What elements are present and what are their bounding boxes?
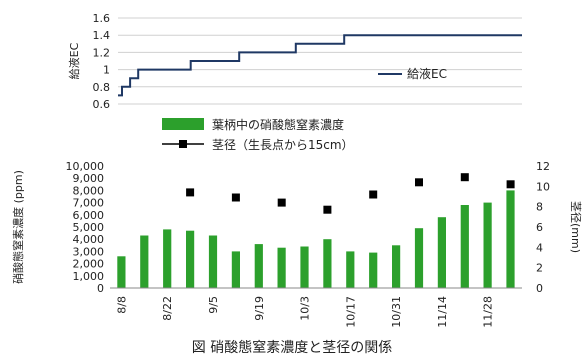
left-y-tick-label: 8,000: [73, 184, 105, 197]
left-y-tick-label: 1,000: [73, 270, 105, 283]
left-y-tick-label: 4,000: [73, 233, 105, 246]
right-y-tick-label: 8: [536, 201, 543, 214]
nitrate-bar: [277, 247, 286, 288]
ec-y-tick-label: 1: [103, 64, 110, 77]
left-y-tick-label: 3,000: [73, 245, 105, 258]
ec-legend: 給液EC: [378, 66, 447, 81]
nitrate-bars: [117, 190, 515, 288]
figure-caption: 図 硝酸態窒素濃度と茎径の関係: [192, 339, 392, 356]
stem-markers: [186, 173, 515, 214]
ec-y-tick-label: 0.8: [93, 81, 111, 94]
nitrate-bar: [254, 244, 263, 288]
nitrate-bar: [231, 251, 240, 288]
nitrate-bar: [117, 256, 126, 288]
nitrate-bar: [140, 235, 149, 288]
ec-y-tick-label: 1.2: [93, 46, 111, 59]
nitrate-bar: [300, 246, 309, 288]
right-y-tick-label: 12: [536, 160, 550, 173]
left-y-tick-label: 0: [97, 282, 104, 295]
right-y-tick-label: 0: [536, 282, 543, 295]
nitrate-bar: [163, 229, 172, 288]
right-y-tick-label: 4: [536, 241, 543, 254]
legend-swatch-nitrate: [162, 118, 204, 130]
right-y-tick-label: 6: [536, 221, 543, 234]
nitrate-bar: [483, 202, 492, 288]
left-y-tick-labels: 01,0002,0003,0004,0005,0006,0007,0008,00…: [66, 160, 105, 295]
x-tick-label: 10/17: [344, 296, 357, 328]
x-tick-label: 11/14: [436, 296, 449, 328]
nitrate-bar: [506, 190, 515, 288]
stem-marker: [369, 190, 378, 199]
left-y-tick-label: 2,000: [73, 258, 105, 271]
nitrate-bar: [208, 235, 218, 288]
nitrate-bar: [437, 217, 446, 288]
ec-gridlines: [118, 17, 522, 105]
left-y-tick-label: 6,000: [73, 209, 105, 222]
ec-y-axis-title: 給液EC: [67, 42, 81, 79]
left-y-tick-label: 10,000: [66, 160, 105, 173]
stem-marker: [231, 193, 240, 202]
x-tick-label: 11/28: [482, 296, 495, 328]
nitrate-bar: [346, 251, 355, 288]
x-tick-label: 9/5: [207, 296, 220, 314]
nitrate-bar: [392, 245, 401, 288]
ec-y-tick-labels: 0.6 0.8 1 1.2 1.4 1.6: [93, 12, 111, 111]
legend-swatch-stem-marker: [179, 140, 187, 148]
ec-line-chart: 0.6 0.8 1 1.2 1.4 1.6 給液EC 給液EC: [67, 12, 522, 111]
x-tick-label: 10/3: [299, 296, 312, 321]
right-y-tick-labels: 0 2 4 6 8 10 12: [536, 160, 550, 295]
left-y-tick-label: 9,000: [73, 172, 105, 185]
nitrate-bar: [460, 205, 469, 288]
legend-label-stem: 茎径（生長点から15cm）: [212, 138, 354, 152]
stem-marker: [186, 188, 195, 197]
nitrate-legend: 葉柄中の硝酸態窒素濃度 茎径（生長点から15cm）: [162, 117, 354, 152]
x-tick-label: 8/8: [115, 296, 128, 314]
nitrate-bar: [186, 230, 195, 288]
nitrate-bar: [369, 252, 378, 288]
left-y-tick-label: 5,000: [73, 221, 105, 234]
left-y-axis-title: 硝酸態窒素濃度 (ppm): [11, 170, 25, 284]
x-tick-label: 9/19: [253, 296, 266, 321]
stem-marker: [506, 180, 515, 189]
nitrate-stem-chart: 01,0002,0003,0004,0005,0006,0007,0008,00…: [11, 160, 582, 328]
ec-series-line: [118, 34, 522, 97]
stem-marker: [323, 205, 332, 214]
x-tick-label: 8/22: [161, 296, 174, 321]
ec-y-tick-label: 1.4: [93, 29, 111, 42]
stem-marker: [277, 198, 286, 207]
stem-marker: [460, 173, 469, 182]
x-tick-label: 10/31: [390, 296, 403, 328]
x-tick-labels: 8/8 8/22 9/5 9/19 10/3 10/17 10/31 11/14 11/28: [115, 296, 494, 328]
right-y-tick-label: 10: [536, 180, 550, 193]
nitrate-bar: [414, 228, 424, 288]
left-y-tick-label: 7,000: [73, 197, 105, 210]
ec-y-tick-label: 1.6: [93, 12, 111, 25]
ec-y-tick-label: 0.6: [93, 98, 111, 111]
right-y-tick-label: 2: [536, 262, 543, 275]
ec-legend-label: 給液EC: [407, 66, 447, 81]
legend-label-nitrate: 葉柄中の硝酸態窒素濃度: [212, 117, 344, 132]
nitrate-bar: [323, 239, 332, 288]
stem-marker: [415, 178, 423, 187]
right-y-axis-title: 茎径(mm): [569, 201, 582, 253]
